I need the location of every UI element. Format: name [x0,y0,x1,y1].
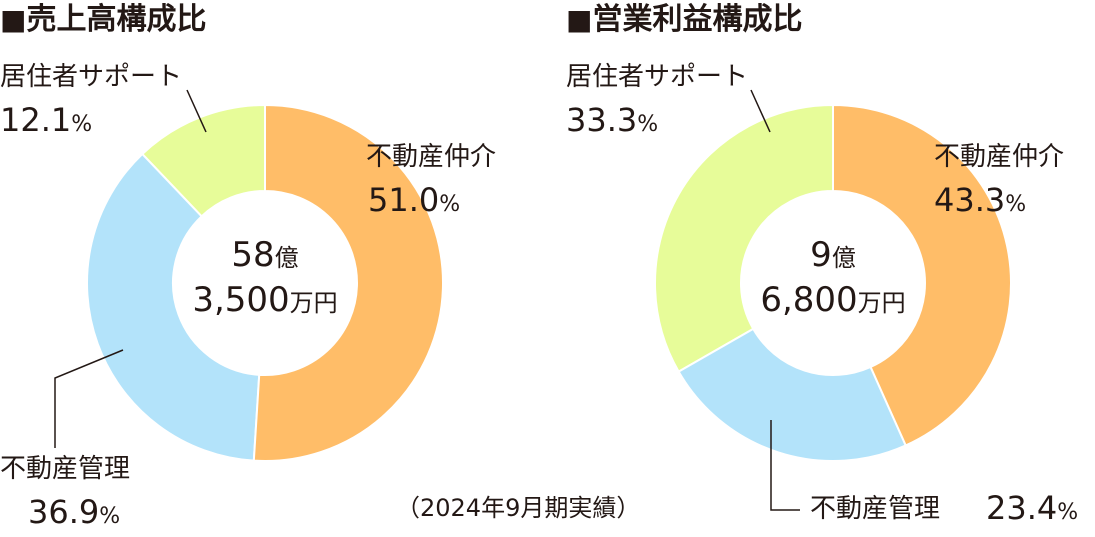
left-center-total: 58億 3,500万円 [192,235,338,320]
right-pct-brokerage: 43.3% [934,181,1027,219]
left-pct-management: 36.9% [28,493,121,531]
right-pct-management: 23.4% [986,489,1079,527]
right-center-total: 9億 6,800万円 [760,235,906,320]
left-slice-brokerage [252,103,444,462]
left-label-brokerage: 不動産仲介 [366,142,497,172]
left-label-management: 不動産管理 [0,454,131,484]
right-slice-brokerage [832,103,1012,447]
leader-line-left-management [54,349,124,448]
chart-title-operating-profit: ■営業利益構成比 [566,2,803,37]
leader-line-right-resident [750,89,771,133]
right-slice-resident [654,103,834,374]
right-pct-resident: 33.3% [566,101,659,139]
right-slice-management [677,327,908,462]
left-label-resident: 居住者サポート [0,62,183,92]
leader-line-left-resident [186,89,207,133]
footnote: （2024年9月期実績） [396,494,641,522]
right-label-brokerage: 不動産仲介 [934,142,1065,172]
leader-line-right-management [770,420,800,511]
left-slice-management [86,152,261,462]
left-pct-brokerage: 51.0% [368,181,461,219]
chart-title-sales: ■売上高構成比 [0,2,207,37]
right-label-management: 不動産管理 [810,494,941,524]
right-label-resident: 居住者サポート [566,62,749,92]
left-pct-resident: 12.1% [0,101,93,139]
